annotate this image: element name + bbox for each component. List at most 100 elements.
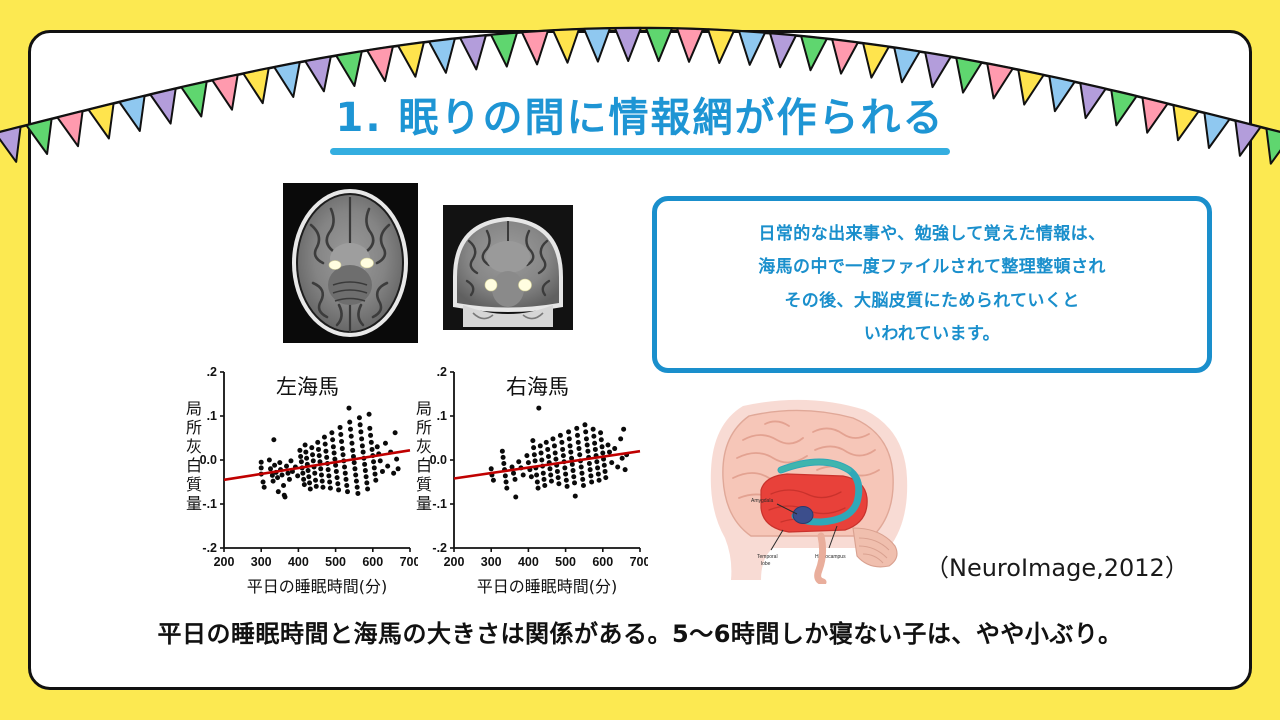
scatter-point — [504, 485, 510, 491]
scatter-point — [535, 485, 541, 491]
scatter-point — [601, 462, 607, 468]
scatter-point — [353, 472, 359, 478]
scatter-point — [592, 446, 598, 452]
scatter-point — [598, 430, 604, 436]
scatter-point — [323, 448, 329, 454]
hippocampus-highlight-right — [518, 278, 532, 292]
scatter-point — [554, 468, 560, 474]
callout-line-4: いわれています。 — [863, 323, 1001, 344]
scatter-point — [578, 464, 584, 470]
scatter-point — [321, 434, 327, 440]
amygdala-region — [792, 506, 814, 524]
scatter-point — [543, 439, 549, 445]
scatter-point — [556, 481, 562, 487]
y-tick-label: -.2 — [432, 541, 447, 555]
scatter-point — [560, 446, 566, 452]
scatter-point — [339, 439, 345, 445]
scatter-point — [534, 479, 540, 485]
x-tick-label: 200 — [444, 555, 465, 569]
brain-anatomy-svg: Amygdala Temporal lobe Hippocampus — [710, 399, 908, 584]
scatter-point — [568, 449, 574, 455]
scatter-point — [282, 494, 288, 500]
scatter-point — [359, 443, 365, 449]
scatter-point — [305, 468, 311, 474]
scatter-point — [575, 439, 581, 445]
y-axis-label-char: 質 — [416, 475, 432, 494]
scatter-points — [488, 405, 630, 500]
scatter-point — [316, 453, 322, 459]
scatter-point — [391, 470, 397, 476]
hippocampus-highlight-left — [328, 260, 342, 270]
scatter-point — [548, 478, 554, 484]
scatter-point — [367, 425, 373, 431]
scatter-point — [584, 442, 590, 448]
scatter-point — [336, 487, 342, 493]
scatter-point — [286, 476, 292, 482]
scatter-point — [329, 430, 335, 436]
scatter-point — [338, 431, 344, 437]
scatter-point — [354, 484, 360, 490]
scatter-point — [572, 493, 578, 499]
scatter-point — [516, 459, 522, 465]
mri-coronal-svg — [443, 205, 573, 330]
scatter-point — [559, 439, 565, 445]
x-axis-label: 平日の睡眠時間(分) — [477, 577, 618, 596]
callout-line-3: その後、大脳皮質にためられていくと — [784, 290, 1080, 311]
scatter-point — [355, 490, 361, 496]
scatter-point — [351, 460, 357, 466]
label-hippocampus: Hippocampus — [815, 554, 846, 560]
scatter-point — [538, 450, 544, 456]
scatter-point — [588, 473, 594, 479]
scatter-point — [371, 465, 377, 471]
chart-right-hippocampus: .2 .1 0.0 -.1 -.2 200 300 400 500 600 700 右海馬局所灰白質量… — [408, 356, 648, 606]
scatter-point — [271, 437, 277, 443]
scatter-point — [365, 486, 371, 492]
scatter-point — [302, 442, 308, 448]
scatter-point — [352, 466, 358, 472]
scatter-point — [369, 446, 375, 452]
scatter-point — [360, 449, 366, 455]
scatter-point — [542, 483, 548, 489]
scatter-point — [331, 450, 337, 456]
scatter-point — [275, 489, 281, 495]
scatter-point — [310, 458, 316, 464]
scatter-point — [326, 473, 332, 479]
scatter-point — [509, 464, 515, 470]
x-tick-label: 200 — [214, 555, 235, 569]
y-tick-label: .1 — [207, 409, 217, 423]
scatter-point — [587, 467, 593, 473]
scatter-point — [261, 484, 267, 490]
scatter-point — [582, 422, 588, 428]
scatter-point — [525, 460, 531, 466]
scatter-point — [560, 453, 566, 459]
scatter-point — [334, 475, 340, 481]
y-axis-label-char: 量 — [416, 494, 432, 513]
y-axis-label-char: 白 — [186, 456, 202, 475]
scatter-point — [580, 483, 586, 489]
scatter-point — [347, 419, 353, 425]
scatter-point — [268, 466, 273, 472]
y-axis-label-char: 局 — [416, 399, 432, 418]
scatter-point — [309, 445, 315, 451]
scatter-point — [531, 452, 537, 458]
scatter-point — [285, 470, 291, 476]
x-tick-label: 400 — [518, 555, 539, 569]
scatter-point — [350, 447, 356, 453]
scatter-point — [566, 436, 572, 442]
scatter-point — [320, 484, 326, 490]
label-amygdala: Amygdala — [751, 498, 773, 504]
scatter-point — [339, 446, 345, 452]
scatter-point — [295, 473, 301, 479]
scatter-point — [363, 474, 369, 480]
scatter-point — [260, 479, 266, 485]
scatter-point — [272, 462, 278, 468]
scatter-point — [340, 452, 346, 458]
scatter-point — [350, 453, 356, 459]
scatter-point — [258, 459, 264, 465]
scatter-point — [372, 471, 378, 477]
scatter-point — [598, 437, 604, 443]
chart-title: 左海馬 — [276, 375, 339, 399]
scatter-point — [552, 450, 558, 456]
